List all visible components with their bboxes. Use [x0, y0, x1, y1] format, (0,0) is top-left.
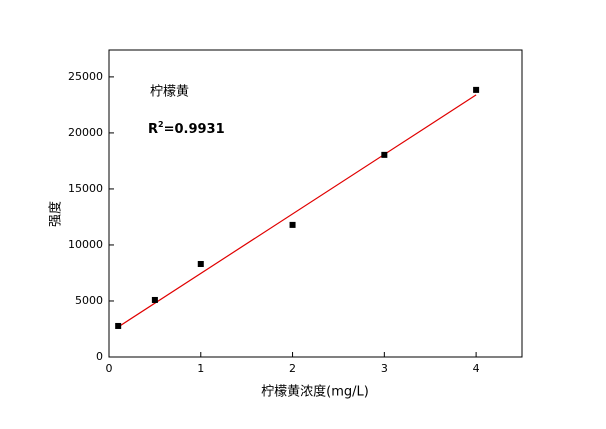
r-sup: 2 — [158, 120, 164, 129]
x-axis-title: 柠檬黄浓度(mg/L) — [261, 384, 369, 400]
r-rest: =0.9931 — [164, 122, 225, 137]
x-tick-label: 2 — [289, 362, 296, 375]
point — [151, 296, 158, 303]
y-tick-label: 10000 — [68, 238, 103, 251]
r-squared: R2=0.9931 — [148, 120, 225, 137]
point — [381, 151, 388, 158]
y-tick-label: 15000 — [68, 182, 103, 195]
x-tick-label: 3 — [381, 362, 388, 375]
point — [115, 322, 122, 329]
x-tick-label: 4 — [473, 362, 480, 375]
point — [473, 86, 480, 93]
point — [289, 221, 296, 228]
y-axis-title: 强度 — [48, 201, 64, 227]
x-tick-label: 1 — [197, 362, 204, 375]
point — [197, 261, 204, 268]
plot-frame — [108, 49, 523, 358]
annotation: 柠檬黄 — [150, 85, 189, 100]
y-tick-label: 5000 — [75, 294, 103, 307]
x-tick-label: 0 — [106, 362, 113, 375]
y-tick-label: 0 — [96, 350, 103, 363]
fit-line — [117, 94, 477, 328]
r-base: R — [148, 122, 158, 137]
y-tick-label: 25000 — [68, 70, 103, 83]
y-tick-label: 20000 — [68, 126, 103, 139]
